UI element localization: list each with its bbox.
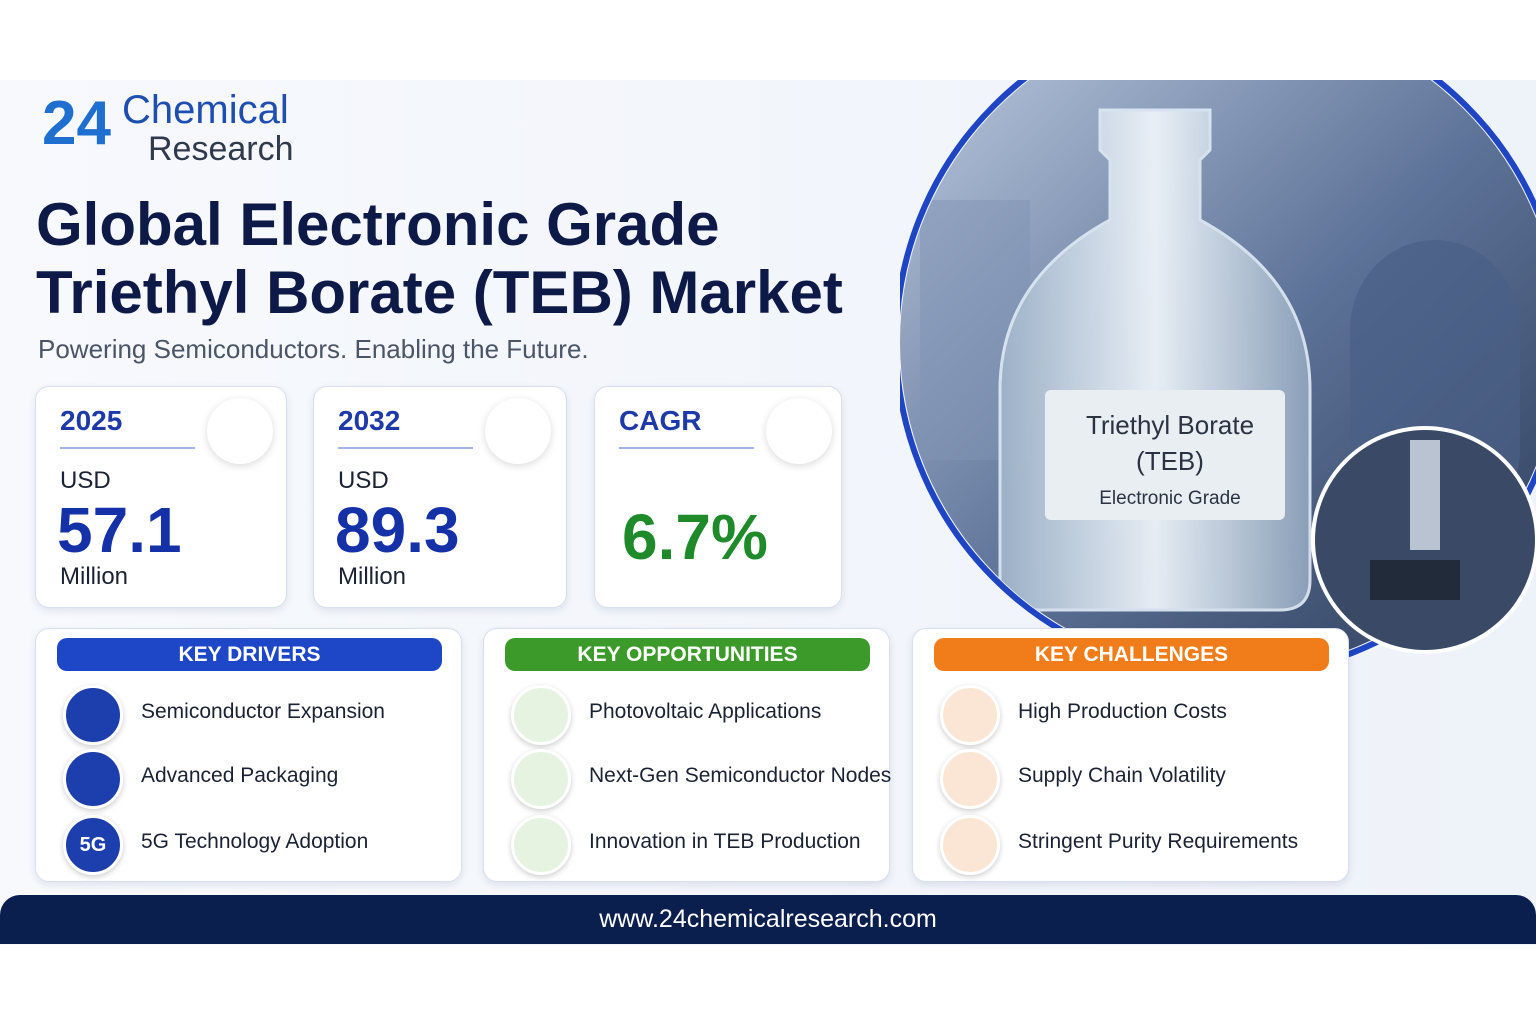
section-heading: KEY DRIVERS (57, 638, 442, 671)
stat-icon (485, 398, 551, 464)
stat-value: 6.7% (622, 501, 768, 573)
footer-url: www.24chemicalresearch.com (599, 905, 937, 933)
item-text: Next-Gen Semiconductor Nodes (589, 764, 892, 787)
item-icon (511, 815, 571, 875)
item-icon (940, 749, 1000, 809)
item-icon: 5G (63, 815, 123, 875)
logo-text: Research (148, 130, 294, 168)
stat-unit: Million (60, 563, 129, 590)
image-label: (TEB) (1136, 446, 1204, 476)
item-text: Stringent Purity Requirements (1018, 830, 1299, 853)
stat-label: 2025 (60, 405, 123, 436)
title: Global Electronic Grade (36, 191, 720, 258)
image-label: Triethyl Borate (1086, 410, 1254, 440)
stat-value: 57.1 (57, 494, 182, 566)
divider (60, 447, 195, 449)
item-icon (940, 815, 1000, 875)
item-text: Innovation in TEB Production (589, 830, 861, 853)
item-icon (511, 749, 571, 809)
logo-number: 24 (42, 89, 111, 158)
subtitle: Powering Semiconductors. Enabling the Fu… (38, 334, 589, 364)
footer: www.24chemicalresearch.com (0, 895, 1536, 944)
stat-prefix: USD (338, 467, 389, 494)
item-text: Advanced Packaging (141, 764, 339, 787)
item-icon (511, 685, 571, 745)
item-icon (63, 685, 123, 745)
stat-icon (766, 398, 832, 464)
item-text: Semiconductor Expansion (141, 700, 385, 723)
item-text: High Production Costs (1018, 700, 1227, 723)
item-text: Supply Chain Volatility (1018, 764, 1226, 787)
divider (619, 447, 754, 449)
section-heading: KEY CHALLENGES (934, 638, 1329, 671)
divider (338, 447, 473, 449)
stat-prefix: USD (60, 467, 111, 494)
section-heading: KEY OPPORTUNITIES (505, 638, 870, 671)
stat-unit: Million (338, 563, 407, 590)
title: Triethyl Borate (TEB) Market (36, 259, 843, 326)
item-icon (940, 685, 1000, 745)
image-label: Electronic Grade (1099, 488, 1241, 509)
item-text: Photovoltaic Applications (589, 700, 822, 723)
stat-label: 2032 (338, 405, 401, 436)
stat-value: 89.3 (335, 494, 460, 566)
item-icon (63, 749, 123, 809)
logo-text: Chemical (122, 88, 289, 132)
item-text: 5G Technology Adoption (141, 830, 369, 853)
photo: Triethyl Borate (TEB) Electronic Grade (900, 80, 1536, 679)
stat-icon (207, 398, 273, 464)
stat-label: CAGR (619, 405, 702, 436)
